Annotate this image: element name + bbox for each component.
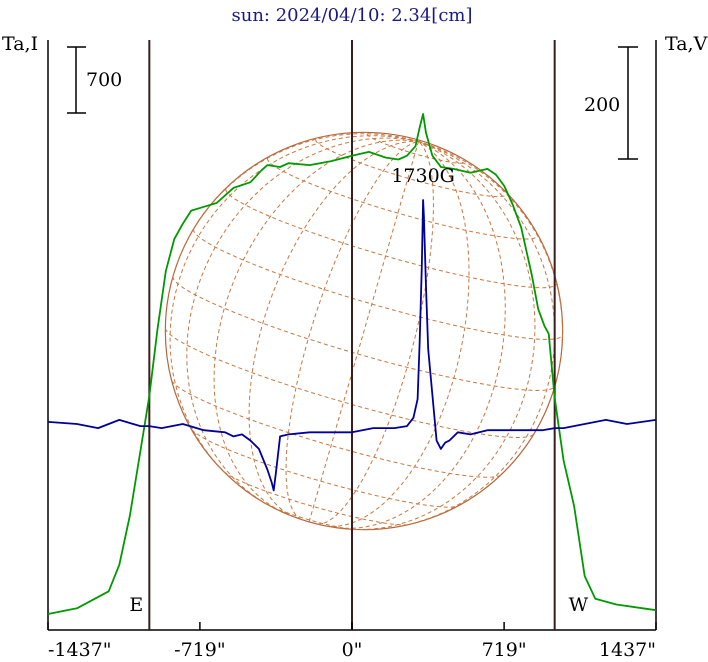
limb-lines [148, 40, 556, 630]
x-tick-label: -1437" [48, 639, 112, 661]
grid-meridian [316, 141, 435, 525]
grid-meridian [285, 140, 419, 520]
grid-meridian [418, 140, 564, 387]
series-intensity-line [47, 113, 657, 615]
grid-parallel [171, 380, 501, 478]
scale-bar-left-label: 700 [86, 69, 122, 91]
grid-parallel [266, 503, 355, 530]
x-tick-label: 719" [482, 639, 527, 661]
scale-bar-right-label: 200 [584, 94, 620, 116]
series-group [47, 113, 657, 615]
grid-meridian [353, 140, 536, 531]
limb-label: W [569, 594, 589, 616]
grid-meridian [172, 133, 419, 277]
grid-parallel [191, 428, 459, 508]
grid-parallel [164, 328, 535, 438]
grid-parallel [193, 228, 563, 340]
annotations: E W 1730G [129, 165, 588, 616]
limb-label: E [129, 594, 143, 616]
grid-meridian [337, 140, 506, 529]
x-tick-label: -719" [174, 639, 225, 661]
peak-annotation: 1730G [391, 165, 455, 187]
left-axis-label: Ta,I [2, 33, 38, 55]
grid-meridian [324, 140, 470, 527]
series-polarization-line [47, 199, 657, 492]
solar-disk [164, 131, 564, 531]
scale-bar-right: 200 [584, 46, 638, 160]
right-axis-label: Ta,V [665, 33, 708, 55]
grid-meridian [308, 141, 419, 522]
x-ticks: -1437" -719" 0" 719" 1437" [47, 622, 657, 661]
chart-title: sun: 2024/04/10: 2.34[cm] [231, 5, 472, 26]
x-tick-label: 1437" [599, 639, 656, 661]
grid-meridian [169, 135, 419, 479]
scale-bar-left: 700 [67, 46, 122, 114]
grid-meridian [213, 139, 419, 513]
x-tick-label: 0" [342, 639, 363, 661]
grid-meridian [398, 140, 556, 528]
grid-meridian [248, 140, 419, 518]
grid-meridian [186, 137, 419, 506]
